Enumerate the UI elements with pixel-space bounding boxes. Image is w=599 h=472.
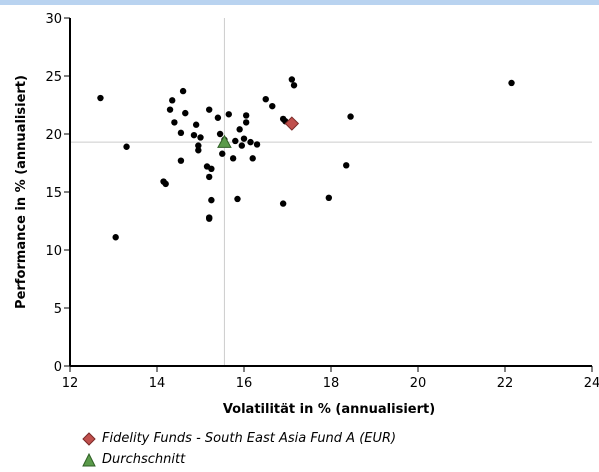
tick-labels: 0 5 10 15 20 25 30 12 14 16 18 20 22 24 bbox=[45, 12, 599, 391]
data-point bbox=[253, 141, 261, 148]
data-point bbox=[242, 119, 250, 126]
x-tick-label: 18 bbox=[323, 376, 340, 391]
y-tick-label: 30 bbox=[45, 12, 62, 27]
data-point bbox=[242, 112, 250, 119]
data-point bbox=[112, 234, 119, 241]
data-point bbox=[232, 137, 239, 145]
data-point bbox=[229, 155, 237, 162]
data-point bbox=[343, 162, 350, 169]
data-point bbox=[162, 180, 169, 188]
y-axis-label: Performance in % (annualisiert) bbox=[14, 75, 29, 309]
data-point bbox=[249, 155, 256, 162]
data-point bbox=[247, 138, 254, 146]
data-point bbox=[216, 130, 224, 138]
y-tick-label: 15 bbox=[45, 186, 62, 201]
triangle-icon bbox=[82, 452, 96, 466]
data-point bbox=[206, 106, 213, 113]
data-point bbox=[206, 215, 213, 222]
data-point bbox=[234, 195, 241, 203]
data-point bbox=[177, 157, 185, 164]
legend-item-average: Durchschnitt bbox=[82, 449, 592, 470]
data-point bbox=[236, 126, 243, 133]
average-crosshair bbox=[70, 18, 592, 366]
x-tick-label: 16 bbox=[236, 376, 253, 391]
data-point bbox=[214, 114, 222, 121]
data-points bbox=[97, 76, 515, 241]
data-point bbox=[171, 119, 178, 126]
legend: Fidelity Funds - South East Asia Fund A … bbox=[82, 428, 592, 470]
data-point bbox=[195, 142, 202, 149]
y-tick-label: 25 bbox=[45, 70, 62, 85]
data-point bbox=[208, 196, 215, 204]
data-point bbox=[269, 102, 276, 110]
fund-marker bbox=[284, 116, 300, 131]
data-point bbox=[208, 165, 215, 172]
data-point bbox=[347, 113, 354, 120]
x-tick-label: 24 bbox=[584, 376, 599, 391]
legend-label-average: Durchschnitt bbox=[102, 452, 186, 467]
data-point bbox=[197, 134, 204, 141]
x-tick-label: 22 bbox=[497, 376, 514, 391]
x-axis-label: Volatilität in % (annualisiert) bbox=[223, 402, 435, 417]
data-point bbox=[195, 147, 202, 154]
legend-label-fund: Fidelity Funds - South East Asia Fund A … bbox=[102, 431, 397, 446]
axes bbox=[64, 17, 593, 372]
y-tick-label: 10 bbox=[45, 244, 62, 259]
x-tick-label: 12 bbox=[62, 376, 79, 391]
data-point bbox=[219, 150, 226, 157]
data-point bbox=[182, 109, 189, 117]
data-point bbox=[123, 143, 130, 150]
data-point bbox=[240, 135, 248, 142]
data-point bbox=[325, 194, 333, 201]
data-point bbox=[508, 79, 515, 87]
data-point bbox=[262, 96, 269, 103]
data-point bbox=[169, 97, 176, 104]
y-tick-label: 20 bbox=[45, 128, 62, 143]
data-point bbox=[177, 129, 185, 137]
x-tick-label: 14 bbox=[149, 376, 166, 391]
data-point bbox=[97, 94, 104, 102]
data-point bbox=[206, 173, 213, 181]
data-point bbox=[290, 82, 298, 89]
data-point bbox=[192, 121, 200, 128]
diamond-icon bbox=[82, 431, 96, 446]
data-point bbox=[238, 142, 246, 149]
legend-item-fund: Fidelity Funds - South East Asia Fund A … bbox=[82, 428, 592, 449]
top-border bbox=[0, 0, 599, 5]
y-tick-label: 0 bbox=[54, 360, 62, 375]
y-tick-label: 5 bbox=[54, 302, 62, 317]
average-marker bbox=[217, 134, 232, 148]
scatter-chart: 0 5 10 15 20 25 30 12 14 16 18 20 22 24 Volatilität i… bbox=[14, 12, 599, 417]
data-point bbox=[288, 76, 296, 83]
data-point bbox=[166, 106, 174, 113]
x-tick-label: 20 bbox=[410, 376, 427, 391]
data-point bbox=[225, 111, 232, 118]
data-point bbox=[190, 131, 198, 139]
data-point bbox=[179, 87, 187, 95]
data-point bbox=[279, 200, 287, 207]
